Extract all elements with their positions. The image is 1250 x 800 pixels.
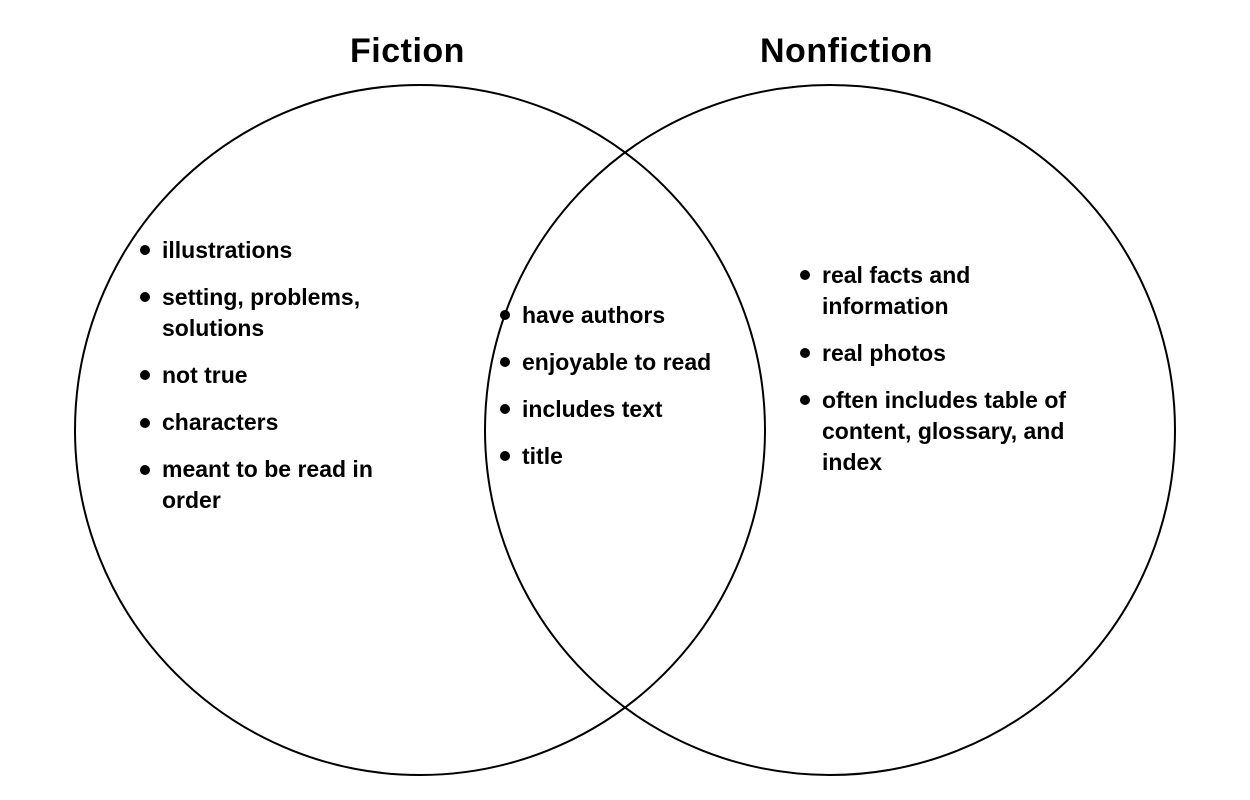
venn-item: illustrations [140, 235, 430, 266]
venn-item: title [500, 441, 745, 472]
venn-left-list: illustrations setting, problems, solution… [140, 235, 430, 532]
venn-title-right: Nonfiction [760, 32, 933, 71]
venn-item-label: characters [162, 407, 430, 438]
venn-item: not true [140, 360, 430, 391]
venn-item: includes text [500, 394, 745, 425]
venn-item: characters [140, 407, 430, 438]
venn-item: real facts and information [800, 260, 1100, 322]
venn-item: real photos [800, 338, 1100, 369]
venn-item-label: not true [162, 360, 430, 391]
venn-title-left: Fiction [350, 32, 465, 71]
venn-item-label: setting, problems, solutions [162, 282, 430, 344]
venn-item: often includes table of content, glossar… [800, 385, 1100, 478]
venn-item: meant to be read in order [140, 454, 430, 516]
venn-item: setting, problems, solutions [140, 282, 430, 344]
venn-item-label: have authors [522, 300, 745, 331]
venn-item-label: enjoyable to read [522, 347, 745, 378]
venn-item-label: includes text [522, 394, 745, 425]
venn-item-label: real photos [822, 338, 1100, 369]
venn-item: have authors [500, 300, 745, 331]
venn-item-label: illustrations [162, 235, 430, 266]
venn-item-label: often includes table of content, glossar… [822, 385, 1100, 478]
venn-item-label: title [522, 441, 745, 472]
venn-right-list: real facts and information real photos oft… [800, 260, 1100, 494]
venn-diagram-container: Fiction Nonfiction illustrations setting,… [0, 0, 1250, 800]
venn-item-label: meant to be read in order [162, 454, 430, 516]
venn-item: enjoyable to read [500, 347, 745, 378]
venn-center-list: have authors enjoyable to read includes te… [500, 300, 745, 488]
venn-item-label: real facts and information [822, 260, 1100, 322]
